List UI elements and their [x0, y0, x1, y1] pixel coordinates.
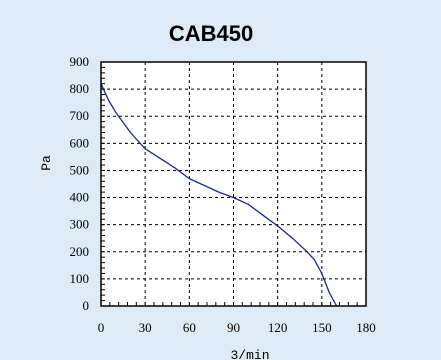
x-tick-label: 120: [268, 320, 288, 335]
x-tick-label: 90: [227, 320, 240, 335]
y-tick-label: 0: [83, 298, 90, 313]
series-line-0: [100, 83, 338, 307]
x-tick-label: 60: [183, 320, 196, 335]
x-tick-label: 150: [312, 320, 332, 335]
x-axis-label: 3/min: [230, 348, 269, 360]
y-tick-labels: 0 100 200 300 400 500 600 700 800 900: [70, 54, 90, 313]
y-tick-label: 400: [70, 190, 90, 205]
series-layer: [100, 83, 338, 307]
chart-title: CAB450: [169, 21, 253, 46]
x-tick-label: 30: [139, 320, 152, 335]
x-tick-label: 0: [98, 320, 105, 335]
y-tick-label: 700: [70, 108, 90, 123]
minor-ticks: [100, 61, 367, 307]
x-tick-label: 180: [356, 320, 376, 335]
y-tick-label: 500: [70, 162, 90, 177]
y-axis-label: Pa: [39, 155, 54, 171]
x-tick-labels: 0 30 60 90 120 150 180: [98, 320, 376, 335]
y-tick-label: 200: [70, 244, 90, 259]
y-tick-label: 600: [70, 135, 90, 150]
y-tick-label: 100: [70, 271, 90, 286]
y-tick-label: 900: [70, 54, 90, 69]
y-tick-label: 300: [70, 217, 90, 232]
y-tick-label: 800: [70, 81, 90, 96]
